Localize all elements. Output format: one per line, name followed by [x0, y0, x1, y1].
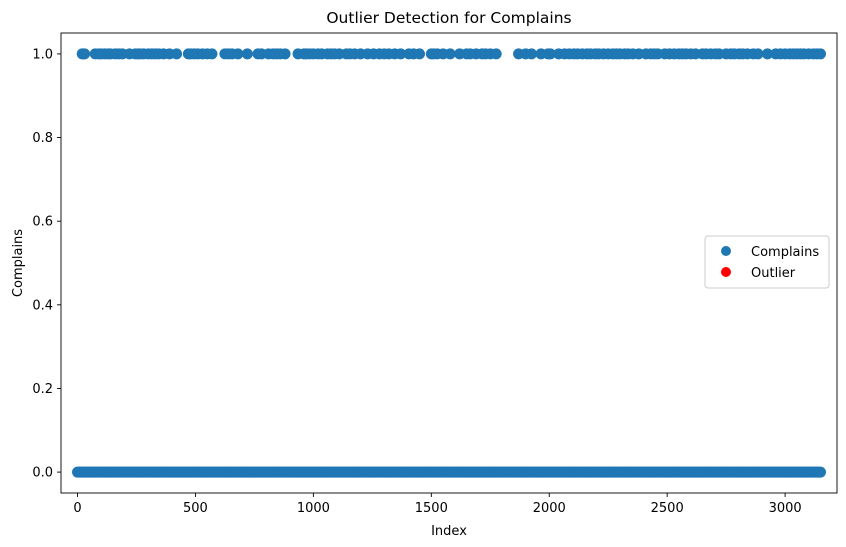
- x-tick-label: 1000: [297, 501, 330, 516]
- y-tick-label: 0.4: [32, 298, 53, 313]
- data-point-complains: [490, 48, 502, 60]
- data-point-complains: [544, 48, 556, 60]
- legend-label-complains: Complains: [751, 245, 819, 260]
- legend-box: [704, 235, 830, 289]
- data-point-complains: [241, 48, 253, 60]
- data-point-complains: [171, 48, 183, 60]
- x-axis-label: Index: [431, 524, 467, 539]
- legend-marker-complains: [721, 246, 731, 256]
- legend: Complains Outlier: [704, 235, 830, 289]
- x-tick-label: 2500: [651, 501, 684, 516]
- y-tick-label: 0.2: [32, 382, 53, 397]
- y-axis-label: Complains: [11, 229, 26, 297]
- x-axis-ticks: 0 500 1000 1500 2000 2500 3000: [73, 493, 802, 516]
- x-tick-label: 500: [183, 501, 208, 516]
- y-tick-label: 1.0: [32, 47, 53, 62]
- data-point-complains: [414, 48, 426, 60]
- data-point-complains: [526, 48, 538, 60]
- x-tick-label: 2000: [533, 501, 566, 516]
- x-tick-label: 0: [73, 501, 81, 516]
- data-points-layer: [72, 48, 826, 478]
- data-point-complains: [814, 466, 826, 478]
- data-point-complains: [232, 48, 244, 60]
- y-tick-label: 0.0: [32, 466, 53, 481]
- plot-frame: [60, 32, 838, 494]
- x-tick-label: 1500: [415, 501, 448, 516]
- y-tick-label: 0.8: [32, 131, 53, 146]
- data-point-complains: [444, 48, 456, 60]
- data-point-complains: [206, 48, 218, 60]
- data-point-complains: [79, 48, 91, 60]
- y-axis-ticks: 0.0 0.2 0.4 0.6 0.8 1.0: [32, 47, 61, 481]
- data-point-complains: [814, 48, 826, 60]
- data-point-complains: [761, 48, 773, 60]
- data-point-complains: [752, 48, 764, 60]
- chart-title: Outlier Detection for Complains: [326, 9, 571, 27]
- data-point-complains: [395, 48, 407, 60]
- data-point-complains: [279, 48, 291, 60]
- y-tick-label: 0.6: [32, 215, 53, 230]
- x-tick-label: 3000: [769, 501, 802, 516]
- legend-marker-outlier: [721, 267, 731, 277]
- legend-label-outlier: Outlier: [751, 266, 796, 281]
